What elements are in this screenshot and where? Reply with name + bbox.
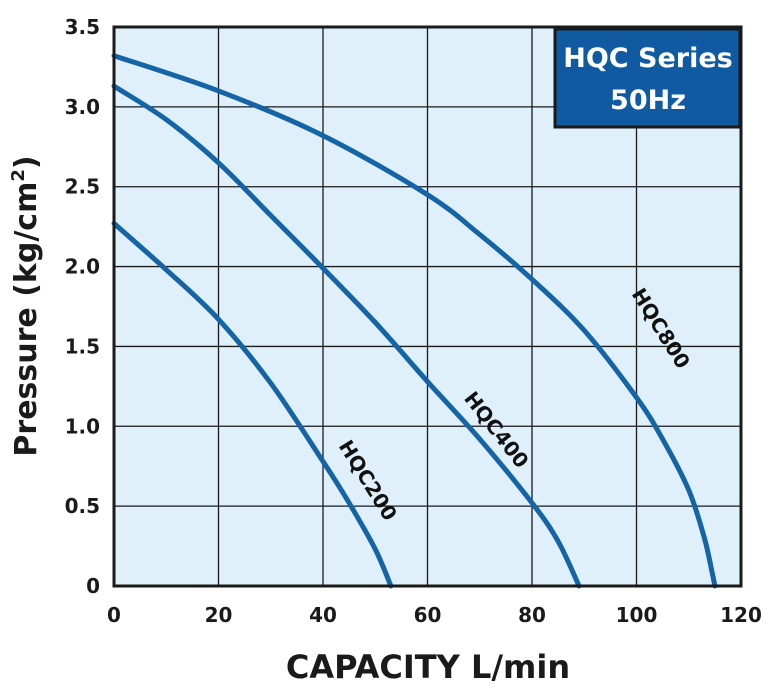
legend-box: HQC Series 50Hz <box>553 27 742 129</box>
x-tick-label: 100 <box>616 603 658 627</box>
x-tick-labels: 0 20 40 60 80 100 120 <box>107 603 762 627</box>
series-line-hqc400 <box>111 83 582 589</box>
y-tick-label: 0.5 <box>65 494 100 518</box>
y-axis-title-close: ) <box>9 155 44 169</box>
x-tick-label: 40 <box>309 603 337 627</box>
y-axis-title-main: Pressure (kg/cm <box>9 182 44 457</box>
x-tick-label: 120 <box>720 603 762 627</box>
x-tick-label: 20 <box>205 603 233 627</box>
y-tick-label: 3.5 <box>65 15 100 39</box>
y-tick-label: 2.0 <box>65 255 100 279</box>
y-tick-labels: 0 0.5 1.0 1.5 2.0 2.5 3.0 3.5 <box>65 15 100 598</box>
x-tick-label: 80 <box>518 603 546 627</box>
y-tick-label: 3.0 <box>65 95 100 119</box>
y-axis-title: Pressure (kg/cm2) <box>8 155 44 456</box>
x-tick-label: 60 <box>414 603 442 627</box>
y-tick-label: 1.0 <box>65 414 100 438</box>
y-axis-title-text: Pressure (kg/cm2) <box>8 155 44 456</box>
plot-frame <box>112 25 743 588</box>
x-tick-label: 0 <box>107 603 121 627</box>
y-axis-title-superscript: 2 <box>8 169 29 182</box>
y-tick-label: 2.5 <box>65 175 100 199</box>
chart-title: HQC Series <box>563 43 732 74</box>
legend-background <box>553 27 742 129</box>
series-line-hqc800 <box>111 53 718 589</box>
chart-subtitle: 50Hz <box>610 85 686 116</box>
series-line-hqc200 <box>111 220 394 589</box>
x-axis-title: CAPACITY L/min <box>286 648 570 686</box>
y-tick-label: 1.5 <box>65 334 100 358</box>
y-tick-label: 0 <box>86 574 100 598</box>
